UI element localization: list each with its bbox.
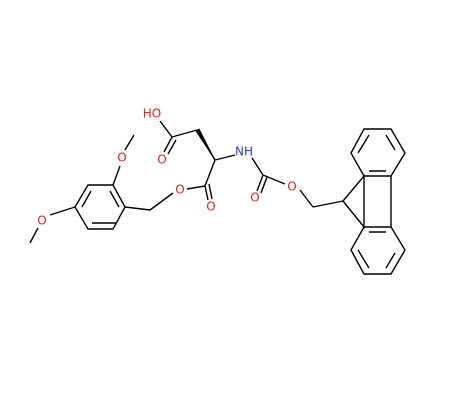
bonds bbox=[29, 120, 406, 275]
atom-label: NH bbox=[235, 145, 253, 159]
atom-label: O bbox=[117, 151, 126, 165]
atom-label: O bbox=[250, 191, 259, 205]
atom-label: O bbox=[157, 153, 166, 167]
atom-label: O bbox=[287, 180, 296, 194]
atom-label: O bbox=[37, 214, 46, 228]
atom-label: O bbox=[175, 183, 184, 197]
atom-label: HO bbox=[143, 107, 161, 121]
atom-label: O bbox=[206, 200, 215, 214]
atom-labels: HO O NH O O O O O O bbox=[37, 107, 296, 228]
